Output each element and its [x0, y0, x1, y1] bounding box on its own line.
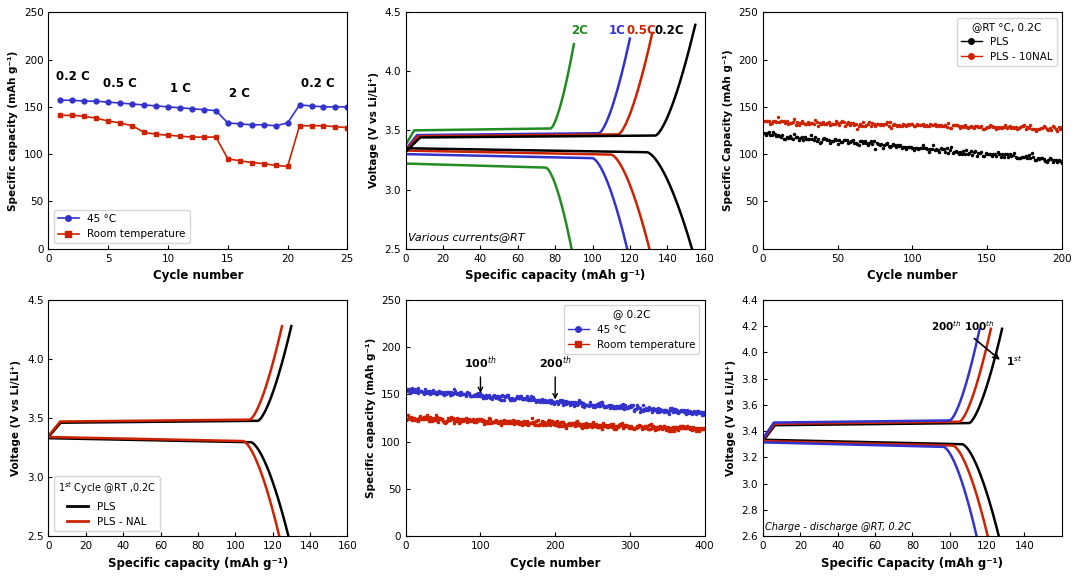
Text: Various currents@RT: Various currents@RT: [407, 232, 524, 242]
X-axis label: Cycle number: Cycle number: [510, 557, 600, 570]
X-axis label: Specific Capacity (mAh g⁻¹): Specific Capacity (mAh g⁻¹): [822, 557, 1003, 570]
Y-axis label: Specific capacity (mAh g⁻¹): Specific capacity (mAh g⁻¹): [365, 338, 376, 498]
X-axis label: Specific capacity (mAh g⁻¹): Specific capacity (mAh g⁻¹): [465, 269, 646, 282]
Text: 0.2 C: 0.2 C: [55, 71, 90, 83]
Legend: PLS, PLS - NAL: PLS, PLS - NAL: [54, 476, 160, 531]
X-axis label: Cycle number: Cycle number: [152, 269, 243, 282]
Legend: PLS, PLS - 10NAL: PLS, PLS - 10NAL: [957, 17, 1056, 66]
Y-axis label: Voltage (V vs Li/Li⁺): Voltage (V vs Li/Li⁺): [368, 72, 379, 188]
X-axis label: Specific capacity (mAh g⁻¹): Specific capacity (mAh g⁻¹): [108, 557, 288, 570]
Text: 0.5 C: 0.5 C: [104, 77, 137, 90]
Y-axis label: Voltage (V vs Li/Li⁺): Voltage (V vs Li/Li⁺): [726, 360, 735, 476]
Text: 2 C: 2 C: [229, 87, 251, 101]
Legend: 45 °C, Room temperature: 45 °C, Room temperature: [564, 305, 700, 354]
Y-axis label: Voltage (V vs Li/Li⁺): Voltage (V vs Li/Li⁺): [12, 360, 22, 476]
Text: Charge - discharge @RT, 0.2C: Charge - discharge @RT, 0.2C: [765, 522, 910, 532]
Y-axis label: Specific Capacity (mAh g⁻¹): Specific Capacity (mAh g⁻¹): [723, 50, 733, 212]
X-axis label: Cycle number: Cycle number: [867, 269, 958, 282]
Text: 0.2C: 0.2C: [654, 24, 684, 36]
Text: 0.5C: 0.5C: [626, 24, 656, 36]
Text: 2C: 2C: [571, 24, 588, 36]
Text: 1C: 1C: [608, 24, 625, 36]
Text: 1 C: 1 C: [170, 81, 190, 95]
Y-axis label: Specific capacity (mAh g⁻¹): Specific capacity (mAh g⁻¹): [9, 50, 18, 210]
Legend: 45 °C, Room temperature: 45 °C, Room temperature: [54, 210, 190, 243]
Text: 100$^{th}$: 100$^{th}$: [464, 355, 497, 391]
Text: 1$^{st}$: 1$^{st}$: [1005, 354, 1022, 368]
Text: 200$^{th}$: 200$^{th}$: [539, 355, 571, 398]
Text: 200$^{th}$ 100$^{th}$: 200$^{th}$ 100$^{th}$: [931, 320, 995, 334]
Text: 0.2 C: 0.2 C: [300, 77, 335, 90]
